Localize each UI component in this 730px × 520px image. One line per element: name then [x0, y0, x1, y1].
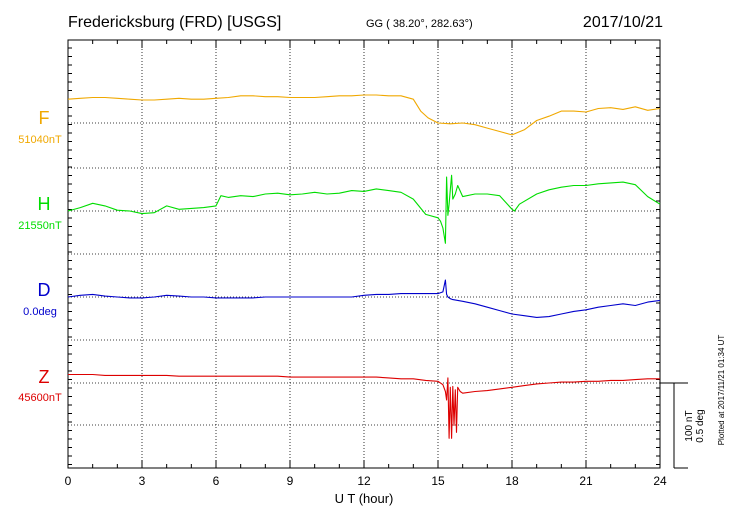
series-line-h — [67, 174, 661, 244]
axis-ticks — [67, 40, 661, 468]
series-label-z: Z — [39, 367, 50, 387]
series-label-f: F — [39, 108, 50, 128]
scale-bar: 100 nT 0.5 deg — [660, 382, 706, 469]
x-axis-label: U T (hour) — [335, 491, 394, 506]
baseline-value-d: 0.0deg — [23, 306, 57, 318]
baseline-value-f: 51040nT — [18, 134, 62, 146]
x-tick-label-18: 18 — [505, 474, 519, 488]
baseline-value-z: 45600nT — [18, 392, 62, 404]
x-tick-label-24: 24 — [653, 474, 667, 488]
x-tick-label-0: 0 — [65, 474, 72, 488]
station-title: Fredericksburg (FRD) [USGS] — [68, 14, 281, 31]
x-tick-label-6: 6 — [213, 474, 220, 488]
scale-bar-nt: 100 nT — [684, 410, 695, 441]
x-tick-label-21: 21 — [579, 474, 593, 488]
baseline-value-h: 21550nT — [18, 220, 62, 232]
x-tick-label-12: 12 — [357, 474, 371, 488]
x-tick-label-15: 15 — [431, 474, 445, 488]
series-label-h: H — [38, 194, 51, 214]
x-tick-label-9: 9 — [287, 474, 294, 488]
series-line-f — [67, 94, 661, 136]
scale-bar-deg: 0.5 deg — [695, 409, 706, 442]
traces — [67, 94, 661, 439]
plotted-at-label: Plotted at 2017/11/21 01:34 UT — [717, 335, 726, 446]
series-line-z — [68, 373, 660, 439]
series-label-d: D — [38, 280, 51, 300]
date-label: 2017/10/21 — [583, 14, 663, 31]
x-tick-labels: 0 3 6 9 12 15 18 21 24 — [65, 474, 667, 488]
series-line-d — [67, 279, 661, 318]
coords-label: GG ( 38.20°, 282.63°) — [366, 18, 473, 30]
grid — [68, 40, 660, 468]
x-tick-label-3: 3 — [139, 474, 146, 488]
